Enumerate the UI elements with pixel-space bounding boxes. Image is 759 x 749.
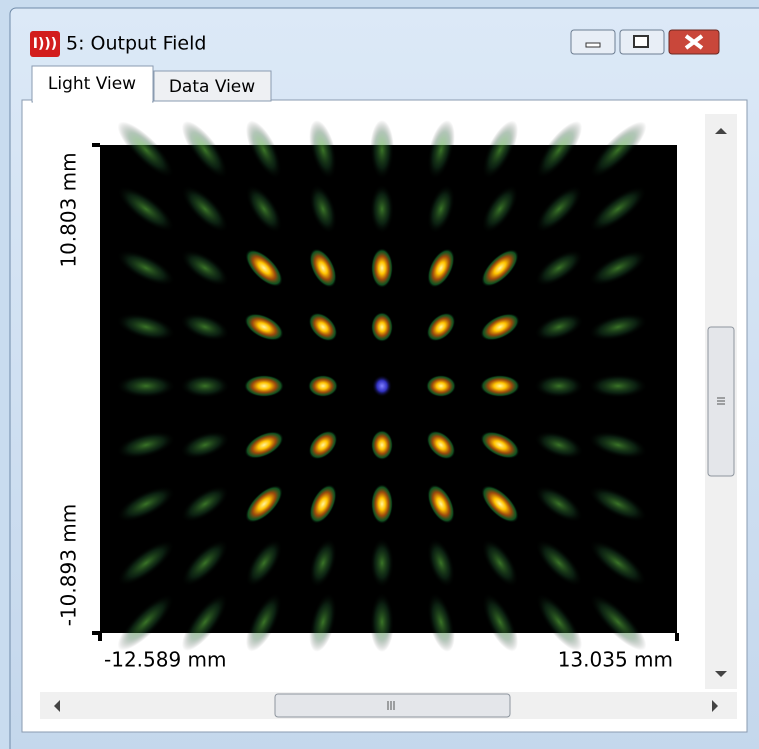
app-icon-glyph: I))) <box>33 36 57 52</box>
x-left-label: -12.589 mm <box>104 648 227 672</box>
y-bottom-label: -10.893 mm <box>57 504 81 627</box>
minimize-button[interactable] <box>571 30 615 54</box>
minimize-glyph <box>586 43 600 47</box>
light-spot <box>308 375 338 397</box>
y-top-label: 10.803 mm <box>57 152 81 267</box>
diffraction-pattern <box>110 114 653 657</box>
light-spot <box>370 538 394 588</box>
tab-joint <box>33 99 152 103</box>
light-spot <box>370 592 394 652</box>
light-spot <box>371 312 393 342</box>
light-spot <box>371 484 393 524</box>
horizontal-scroll-thumb[interactable] <box>275 694 510 717</box>
light-spot <box>480 375 520 397</box>
light-spot <box>371 430 393 460</box>
tab-label: Data View <box>169 77 255 97</box>
page: I))) 5: Output Field Light View Data Vie… <box>0 0 759 749</box>
window-screenshot: I))) 5: Output Field Light View Data Vie… <box>0 0 759 749</box>
light-spot <box>534 374 584 398</box>
light-spot <box>371 248 393 288</box>
light-spot <box>370 120 394 180</box>
light-spot <box>116 374 176 398</box>
light-spot <box>588 374 648 398</box>
light-spot <box>180 374 230 398</box>
x-right-label: 13.035 mm <box>558 648 673 672</box>
window-title: 5: Output Field <box>66 33 206 55</box>
light-spot <box>370 184 394 234</box>
light-spot <box>372 375 392 397</box>
maximize-glyph <box>634 36 648 47</box>
light-spot <box>426 375 456 397</box>
tab-label: Light View <box>48 74 136 94</box>
light-spot <box>244 375 284 397</box>
